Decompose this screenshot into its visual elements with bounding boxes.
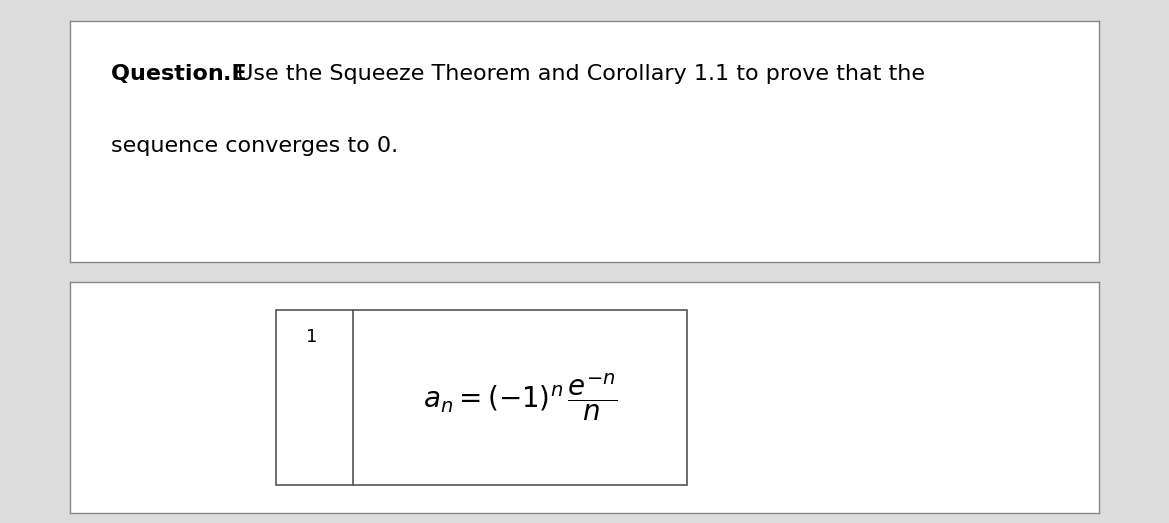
- Text: .: .: [222, 64, 230, 84]
- Text: Question E: Question E: [111, 64, 247, 84]
- Text: 1: 1: [306, 328, 318, 346]
- Text: $a_n = (-1)^n \,\dfrac{e^{-n}}{n}$: $a_n = (-1)^n \,\dfrac{e^{-n}}{n}$: [423, 372, 617, 423]
- Text: Use the Squeeze Theorem and Corollary 1.1 to prove that the: Use the Squeeze Theorem and Corollary 1.…: [229, 64, 925, 84]
- Text: sequence converges to 0.: sequence converges to 0.: [111, 137, 399, 156]
- Bar: [276, 310, 687, 485]
